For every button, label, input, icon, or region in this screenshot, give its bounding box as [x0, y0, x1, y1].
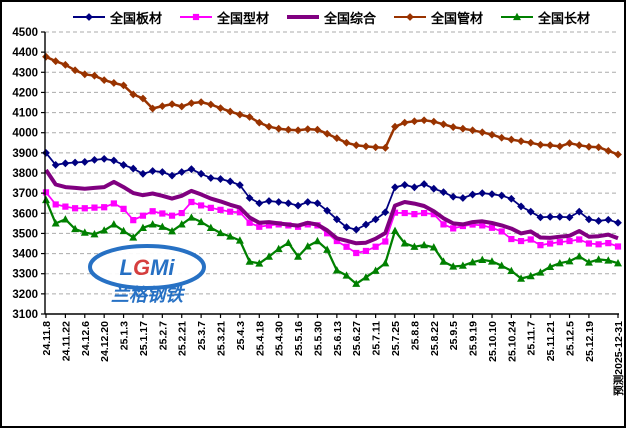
legend-swatch — [394, 13, 426, 21]
legend-label: 全国管材 — [431, 10, 484, 26]
legend-label: 全国综合 — [323, 10, 376, 26]
y-tick-label: 3500 — [12, 228, 38, 240]
x-tick-label: 25.5.16 — [293, 321, 305, 356]
y-tick-label: 4400 — [12, 47, 38, 59]
x-tick-label: 25.7.11 — [371, 321, 383, 356]
series-4 — [42, 195, 622, 287]
y-tick-label: 4100 — [12, 108, 38, 120]
x-tick-label: 预测2025-12-31 — [612, 321, 625, 396]
y-tick-label: 3800 — [12, 168, 38, 180]
y-tick-label: 4200 — [12, 87, 38, 99]
legend-label: 全国型材 — [216, 10, 269, 26]
y-tick-label: 3900 — [12, 148, 38, 160]
legend-item-1: 全国型材 — [179, 8, 269, 27]
x-tick-label: 25.4.18 — [254, 321, 266, 356]
x-tick-label: 25.9.5 — [448, 321, 460, 350]
legend-label: 全国板材 — [109, 10, 162, 26]
x-tick-label: 25.10.10 — [487, 321, 499, 362]
axes: 3100 3200 3300 3400 3500 3600 3700 3800 3900 4000… — [12, 27, 625, 396]
x-tick-label: 24.11.22 — [60, 321, 72, 361]
x-tick-label: 25.3.21 — [216, 321, 228, 356]
legend-item-0: 全国板材 — [72, 8, 162, 27]
series-2 — [44, 168, 619, 246]
x-tick-label: 25.1.17 — [138, 321, 150, 356]
x-tick-label: 25.4.3 — [235, 321, 247, 350]
legend: 全国板材 全国型材 全国综合 全国管材 全国长材 — [42, 6, 620, 28]
legend-item-3: 全国管材 — [393, 8, 483, 27]
x-tick-label: 25.2.7 — [157, 321, 169, 350]
x-tick-label: 25.3.7 — [196, 321, 208, 350]
y-tick-label: 3400 — [12, 249, 38, 261]
legend-label: 全国长材 — [538, 10, 591, 26]
legend-item-4: 全国长材 — [500, 8, 590, 27]
x-tick-label: 25.2.21 — [177, 321, 189, 356]
x-tick-label: 25.1.3 — [119, 321, 131, 350]
x-tick-label: 25.8.8 — [409, 321, 421, 350]
x-tick-label: 25.7.25 — [390, 321, 402, 356]
y-tick-label: 3100 — [12, 309, 38, 321]
x-tick-label: 24.12.20 — [99, 321, 111, 362]
y-tick-label: 4500 — [12, 27, 38, 39]
x-tick-label: 25.8.22 — [429, 321, 441, 356]
gridlines — [45, 31, 619, 295]
y-tick-label: 3700 — [12, 188, 38, 200]
x-tick-label: 25.6.13 — [332, 321, 344, 356]
y-tick-label: 3600 — [12, 208, 38, 220]
x-tick-label: 25.11.21 — [545, 321, 557, 361]
x-tick-label: 25.10.24 — [506, 321, 518, 362]
legend-swatch — [72, 13, 105, 21]
legend-swatch — [501, 12, 534, 21]
lgmi-watermark: LGMi 兰格钢铁 — [88, 244, 206, 305]
x-tick-label: 25.9.19 — [468, 321, 480, 356]
legend-item-2: 全国综合 — [286, 8, 376, 27]
series-0 — [42, 148, 622, 234]
svg-text:LGMi: LGMi — [119, 255, 175, 280]
x-tick-label: 24.11.8 — [41, 321, 53, 356]
series-1 — [42, 189, 622, 257]
svg-text:兰格钢铁: 兰格钢铁 — [111, 285, 186, 305]
x-tick-label: 25.4.30 — [274, 321, 286, 356]
series-3 — [42, 52, 622, 159]
x-tick-label: 25.5.30 — [312, 321, 324, 356]
x-tick-label: 25.6.27 — [351, 321, 363, 356]
legend-swatch — [286, 15, 319, 19]
x-tick-label: 24.12.6 — [80, 321, 92, 356]
x-tick-label: 25.11.7 — [526, 321, 538, 356]
legend-swatch — [179, 13, 212, 21]
x-tick-label: 25.12.19 — [584, 321, 596, 362]
y-tick-label: 3200 — [12, 289, 38, 301]
y-tick-label: 4300 — [12, 67, 38, 79]
y-tick-label: 4000 — [12, 128, 38, 140]
x-tick-label: 25.12.5 — [565, 321, 577, 356]
y-tick-label: 3300 — [12, 269, 38, 281]
